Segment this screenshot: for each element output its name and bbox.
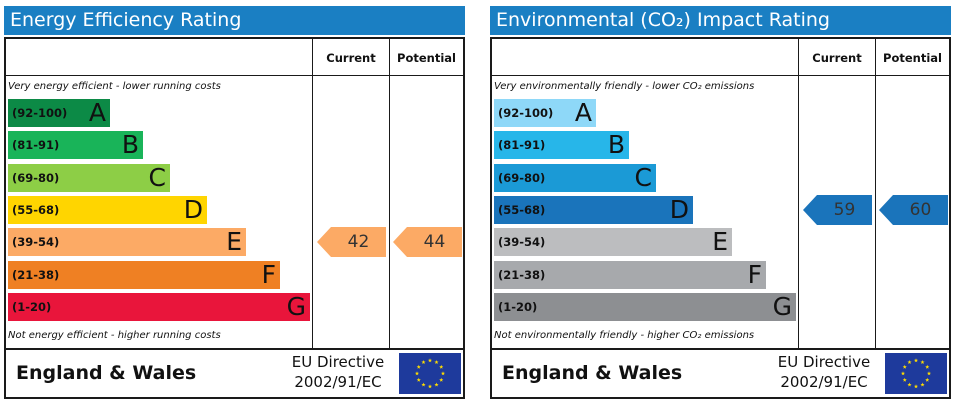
rating-band-c: (69-80) C [8,162,170,192]
panel-title: Environmental (CO₂) Impact Rating [490,6,951,35]
band-range: (81-91) [12,138,60,153]
potential-rating-value: 60 [909,199,932,220]
eu-flag-icon [399,353,461,394]
header-divider [6,75,463,76]
potential-rating-arrow: 44 [393,227,462,258]
band-range: (21-38) [498,267,546,282]
column-header-potential: Potential [397,51,456,65]
eu-directive: EU Directive 2002/91/EC [282,352,394,392]
rating-table: Current Potential Very environmentally f… [490,37,951,399]
directive-line-1: EU Directive [777,353,871,371]
panel-title: Energy Efficiency Rating [4,6,465,35]
column-divider [389,39,390,348]
potential-rating-value: 44 [423,232,446,253]
current-rating-arrow: 42 [317,227,386,258]
band-letter: E [712,227,728,257]
bottom-caption: Not environmentally friendly - higher CO… [494,330,755,341]
rating-band-e: (39-54) E [494,227,732,257]
environmental-impact-panel: Environmental (CO₂) Impact Rating Curren… [490,6,951,399]
band-letter: F [747,259,762,289]
footer-divider [492,348,949,350]
rating-band-c: (69-80) C [494,162,656,192]
header-divider [492,75,949,76]
band-letter: G [286,291,306,321]
band-range: (1-20) [498,299,538,314]
band-range: (81-91) [498,138,546,153]
column-header-current: Current [326,51,376,65]
band-letter: G [772,291,792,321]
column-header-potential: Potential [883,51,942,65]
band-range: (21-38) [12,267,60,282]
band-letter: D [669,194,689,224]
bottom-caption: Not energy efficient - higher running co… [8,330,221,341]
eu-directive: EU Directive 2002/91/EC [768,352,880,392]
band-range: (55-68) [498,202,546,217]
band-range: (69-80) [12,170,60,185]
band-letter: D [183,194,203,224]
column-header-current: Current [812,51,862,65]
band-letter: E [226,227,242,257]
directive-line-1: EU Directive [291,353,385,371]
top-caption: Very environmentally friendly - lower CO… [494,81,755,92]
rating-band-g: (1-20) G [494,291,796,321]
eu-flag-icon [885,353,947,394]
top-caption: Very energy efficient - lower running co… [8,81,221,92]
footer-country: England & Wales [16,362,197,384]
footer-country: England & Wales [502,362,683,384]
band-letter: C [148,162,166,192]
rating-band-f: (21-38) F [8,259,280,289]
band-range: (55-68) [12,202,60,217]
column-divider [312,39,313,348]
potential-rating-arrow: 60 [879,194,948,225]
band-letter: A [574,98,592,127]
band-range: (92-100) [12,106,68,120]
band-letter: B [607,130,625,160]
directive-line-2: 2002/91/EC [294,373,382,391]
band-range: (39-54) [12,235,60,250]
directive-line-2: 2002/91/EC [780,373,868,391]
rating-band-f: (21-38) F [494,259,766,289]
rating-band-b: (81-91) B [8,130,143,160]
rating-band-d: (55-68) D [494,194,693,224]
column-divider [798,39,799,348]
rating-band-a: (92-100) A [8,99,110,127]
band-letter: A [88,98,106,127]
rating-band-g: (1-20) G [8,291,310,321]
footer-divider [6,348,463,350]
current-rating-arrow: 59 [803,194,872,225]
rating-table: Current Potential Very energy efficient … [4,37,465,399]
band-letter: B [121,130,139,160]
band-range: (69-80) [498,170,546,185]
band-range: (92-100) [498,106,554,120]
band-range: (1-20) [12,299,52,314]
current-rating-value: 42 [347,232,370,253]
band-letter: C [634,162,652,192]
energy-efficiency-panel: Energy Efficiency Rating Current Potenti… [4,6,465,399]
column-divider [875,39,876,348]
current-rating-value: 59 [833,199,856,220]
rating-band-a: (92-100) A [494,99,596,127]
band-letter: F [261,259,276,289]
rating-band-e: (39-54) E [8,227,246,257]
rating-band-b: (81-91) B [494,130,629,160]
band-range: (39-54) [498,235,546,250]
rating-band-d: (55-68) D [8,194,207,224]
